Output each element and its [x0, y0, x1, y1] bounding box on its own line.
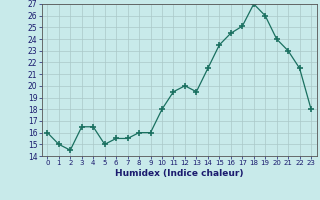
X-axis label: Humidex (Indice chaleur): Humidex (Indice chaleur) [115, 169, 244, 178]
